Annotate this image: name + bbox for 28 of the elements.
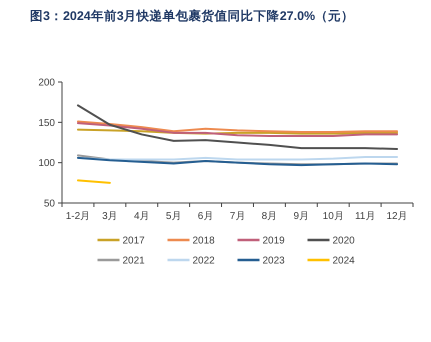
legend-label: 2018 bbox=[192, 236, 216, 246]
legend-label: 2022 bbox=[192, 256, 216, 266]
x-tick-label: 5月 bbox=[166, 211, 182, 222]
x-tick-label: 8月 bbox=[262, 211, 278, 222]
legend-label: 2019 bbox=[262, 236, 286, 246]
line-series bbox=[76, 156, 398, 166]
legend-label: 2023 bbox=[262, 256, 286, 266]
x-tick-label: 11月 bbox=[354, 211, 376, 222]
line-series bbox=[76, 120, 398, 134]
x-tick-label: 10月 bbox=[322, 211, 344, 222]
x-tick-label: 7月 bbox=[230, 211, 246, 222]
y-tick-label: 200 bbox=[38, 78, 56, 88]
x-tick-label: 3月 bbox=[102, 211, 118, 222]
x-tick-label: 12月 bbox=[386, 211, 408, 222]
y-tick-label: 50 bbox=[44, 198, 56, 210]
x-tick-label: 1-2月 bbox=[66, 211, 90, 222]
x-tick-label: 9月 bbox=[294, 211, 310, 222]
x-tick-label: 4月 bbox=[134, 211, 150, 222]
line-series bbox=[76, 122, 398, 138]
y-tick-label: 150 bbox=[38, 118, 56, 129]
legend-label: 2024 bbox=[332, 256, 356, 266]
y-tick-label: 100 bbox=[38, 158, 56, 170]
line-series bbox=[76, 104, 398, 150]
chart-title: 图3：2024年前3月快递单包裹货值同比下降27.0%（元） bbox=[30, 8, 354, 23]
legend-label: 2017 bbox=[122, 236, 146, 246]
legend-label: 2021 bbox=[122, 256, 146, 266]
x-tick-label: 6月 bbox=[198, 211, 214, 222]
legend-label: 2020 bbox=[332, 236, 356, 246]
